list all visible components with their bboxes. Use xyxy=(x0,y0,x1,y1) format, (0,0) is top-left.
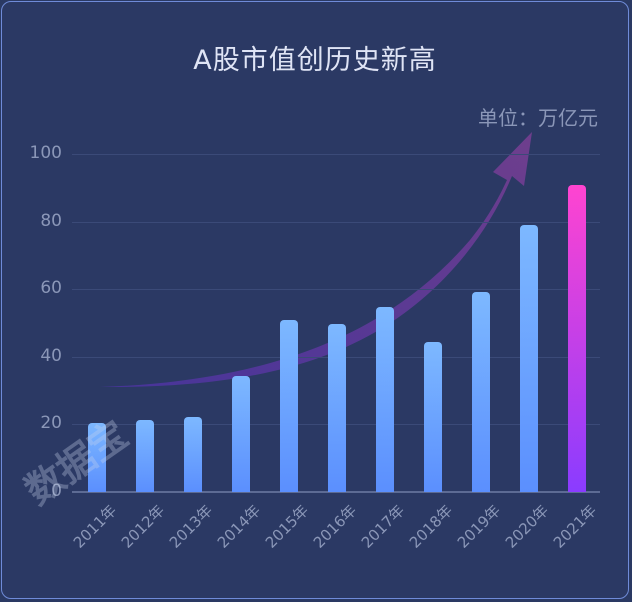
bar-2017年[interactable] xyxy=(376,307,394,492)
bar-2016年[interactable] xyxy=(328,324,346,492)
gridline xyxy=(72,154,600,155)
bar-2020年[interactable] xyxy=(520,224,538,492)
bar-2015年[interactable] xyxy=(280,319,298,492)
gridline xyxy=(72,289,600,291)
bar-2014年[interactable] xyxy=(232,376,250,492)
y-tick-label: 20 xyxy=(40,413,62,434)
y-tick-label: 80 xyxy=(40,210,62,231)
y-tick-label: 0 xyxy=(51,481,62,501)
bar-2011年[interactable] xyxy=(88,423,106,492)
y-tick-label: 60 xyxy=(40,278,62,299)
bar-2012年[interactable] xyxy=(136,420,154,492)
unit-label: 单位：万亿元 xyxy=(478,106,598,130)
gridline xyxy=(72,221,600,223)
y-tick-label: 40 xyxy=(40,345,62,366)
bar-2018年[interactable] xyxy=(424,341,442,492)
y-tick-label: 100 xyxy=(29,143,62,163)
bar-2021年[interactable] xyxy=(568,185,586,492)
chart-title: A股市值创历史新高 xyxy=(193,45,437,76)
bar-2019年[interactable] xyxy=(472,291,490,492)
bar-2013年[interactable] xyxy=(184,416,202,492)
x-axis-line xyxy=(72,491,600,493)
